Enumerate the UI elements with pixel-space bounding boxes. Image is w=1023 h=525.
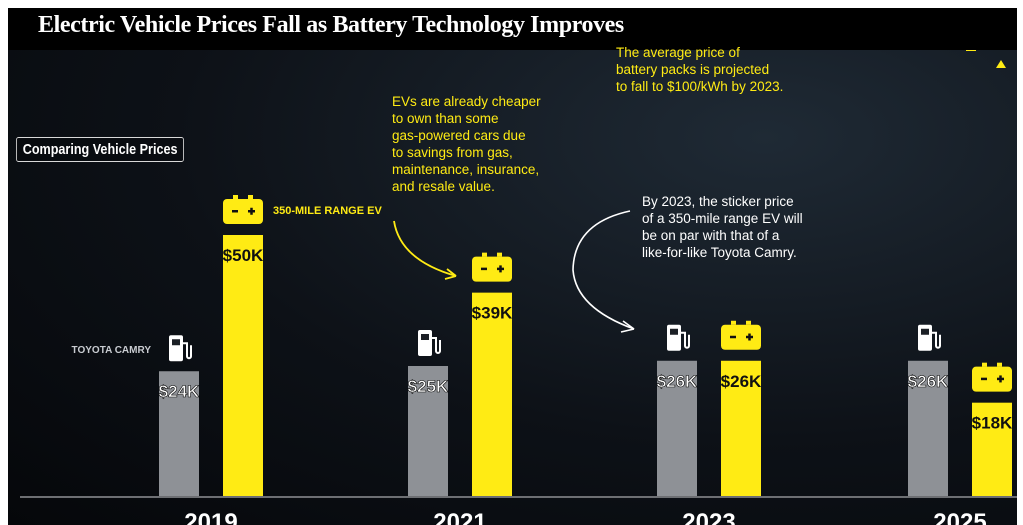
battery-terminal bbox=[982, 362, 987, 367]
battery-minus bbox=[730, 335, 736, 339]
battery-plus bbox=[999, 375, 1002, 383]
x-tick-label: 2025 bbox=[933, 509, 986, 525]
arrow-line-right bbox=[572, 210, 635, 330]
battery-terminal bbox=[731, 320, 736, 325]
battery-terminal bbox=[233, 195, 238, 199]
legend-label-camry: TOYOTA CAMRY bbox=[72, 345, 152, 356]
battery-plus bbox=[748, 333, 751, 341]
bar-label-camry: $26K bbox=[908, 372, 949, 391]
battery-terminal bbox=[746, 320, 751, 325]
battery-minus bbox=[481, 267, 487, 271]
annotation-ownership-cost: EVs are already cheaper to own than some… bbox=[392, 94, 541, 194]
bar-ev bbox=[223, 235, 263, 497]
annotation-arrows bbox=[393, 210, 635, 333]
battery-terminal bbox=[497, 252, 502, 257]
infographic: $24K $50K 2019 $25K $39K 2021 $26K $26K 2023 $26K… bbox=[8, 8, 1017, 525]
gas-pump-icon bbox=[667, 324, 681, 351]
battery-minus bbox=[981, 377, 987, 381]
bar-camry bbox=[908, 360, 948, 497]
gas-pump-hose bbox=[432, 337, 441, 354]
bar-ev bbox=[472, 292, 512, 497]
chart-subtitle-box: Comparing Vehicle Prices bbox=[16, 137, 185, 162]
bar-chart: $24K $50K 2019 $25K $39K 2021 $26K $26K 2023 $26K… bbox=[20, 45, 1017, 525]
gas-pump-hose bbox=[932, 331, 941, 349]
battery-minus bbox=[232, 210, 238, 213]
battery-icon bbox=[721, 324, 761, 350]
bar-ev bbox=[721, 360, 761, 497]
gas-pump-icon bbox=[918, 324, 932, 351]
bar-label-camry: $24K bbox=[159, 382, 200, 401]
bar-camry bbox=[159, 371, 199, 497]
legend-label-ev: 350-MILE RANGE EV bbox=[273, 205, 382, 217]
gas-pump-window bbox=[421, 334, 429, 340]
x-tick-label: 2019 bbox=[184, 509, 237, 525]
gas-pump-window bbox=[670, 328, 678, 335]
triangle-marker bbox=[996, 60, 1006, 68]
bar-label-ev: $26K bbox=[721, 372, 762, 391]
arrow-head-right bbox=[620, 320, 635, 333]
bar-label-ev: $39K bbox=[472, 304, 513, 323]
gas-pump-icon bbox=[418, 330, 432, 356]
battery-icon bbox=[472, 256, 512, 282]
battery-plus bbox=[250, 207, 253, 215]
bar-camry bbox=[408, 366, 448, 497]
gas-pump-hose bbox=[681, 331, 690, 349]
battery-icon bbox=[972, 366, 1012, 392]
battery-terminal bbox=[248, 195, 253, 199]
battery-terminal bbox=[482, 252, 487, 257]
gas-pump-window bbox=[921, 328, 929, 335]
annotation-battery-price: The average price of battery packs is pr… bbox=[616, 45, 784, 94]
arrow-line-middle bbox=[393, 220, 457, 277]
annotation-price-parity: By 2023, the sticker price of a 350-mile… bbox=[642, 194, 803, 260]
title-bar: Electric Vehicle Prices Fall as Battery … bbox=[8, 8, 1017, 50]
battery-terminal bbox=[997, 362, 1002, 367]
bar-ev bbox=[972, 402, 1012, 497]
gas-pump-hose bbox=[183, 342, 192, 360]
bar-label-ev: $50K bbox=[223, 246, 264, 265]
bar-label-camry: $25K bbox=[408, 377, 449, 396]
battery-icon bbox=[223, 199, 263, 224]
chart-title: Electric Vehicle Prices Fall as Battery … bbox=[38, 12, 624, 38]
x-tick-label: 2023 bbox=[682, 509, 735, 525]
battery-plus bbox=[499, 265, 502, 273]
arrow-head-middle bbox=[444, 268, 457, 280]
bar-label-ev: $18K bbox=[972, 414, 1013, 433]
bar-label-camry: $26K bbox=[657, 372, 698, 391]
bar-camry bbox=[657, 360, 697, 497]
x-tick-label: 2021 bbox=[433, 509, 486, 525]
gas-pump-icon bbox=[169, 335, 183, 362]
gas-pump-window bbox=[172, 339, 180, 346]
